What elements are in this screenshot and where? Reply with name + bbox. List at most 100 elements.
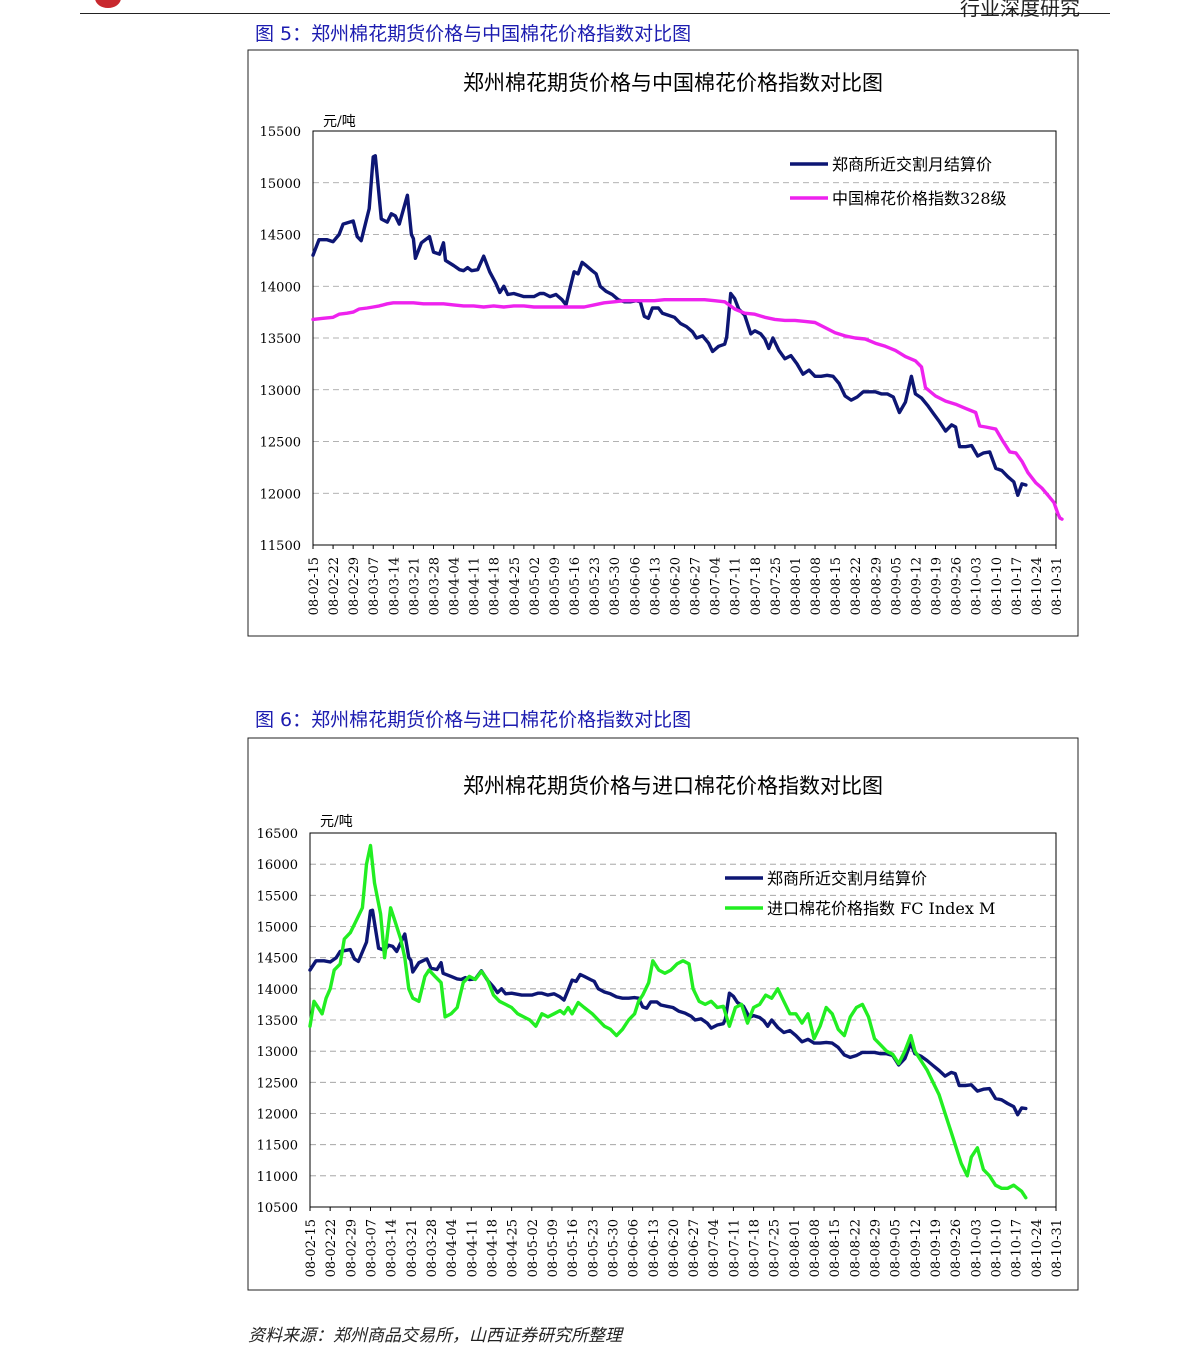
- series-line-1: [308, 908, 1028, 1117]
- y-tick-label: 13000: [257, 1045, 298, 1060]
- x-tick-label: 08-08-08: [808, 1219, 823, 1277]
- x-tick-label: 08-05-09: [548, 557, 563, 615]
- x-tick-label: 08-03-14: [387, 557, 402, 615]
- x-tick-label: 08-09-05: [889, 557, 904, 615]
- header-rule: [80, 13, 1110, 14]
- x-tick-label: 08-03-28: [425, 1219, 440, 1277]
- y-tick-label: 14000: [257, 983, 298, 998]
- x-tick-label: 08-06-06: [627, 1219, 642, 1277]
- x-tick-label: 08-10-03: [970, 557, 985, 615]
- y-tick-label: 15000: [260, 177, 301, 192]
- plot-area: [312, 130, 1057, 546]
- y-tick-label: 11500: [260, 539, 301, 554]
- y-tick-label: 16000: [257, 858, 298, 873]
- x-tick-label: 08-03-14: [385, 1219, 400, 1277]
- chart-frame: [247, 737, 1079, 1291]
- y-tick-label: 15500: [260, 125, 301, 140]
- x-tick-label: 08-07-11: [727, 1219, 742, 1277]
- x-tick-label: 08-08-22: [849, 557, 864, 615]
- x-tick-label: 08-02-22: [327, 557, 342, 615]
- x-tick-label: 08-04-04: [445, 1219, 460, 1277]
- chart-5: 郑州棉花期货价格与中国棉花价格指数对比图 11500 12000 12500 13000…: [247, 49, 1079, 637]
- y-tick-label: 11000: [257, 1170, 298, 1185]
- x-tick-label: 08-09-05: [889, 1219, 904, 1277]
- x-tick-label: 08-10-03: [969, 1219, 984, 1277]
- x-tick-label: 08-06-27: [689, 557, 704, 615]
- x-tick-label: 08-07-11: [729, 557, 744, 615]
- x-tick-label: 08-08-15: [828, 1219, 843, 1277]
- x-tick-label: 08-08-08: [809, 557, 824, 615]
- x-tick-label: 08-02-15: [304, 1219, 319, 1277]
- y-tick-label: 15500: [257, 889, 298, 904]
- x-tick-label: 08-10-31: [1050, 1219, 1065, 1277]
- x-tick-label: 08-07-25: [768, 1219, 783, 1277]
- x-tick-label: 08-07-04: [709, 557, 724, 615]
- header-section-title: 行业深度研究: [960, 0, 1080, 20]
- y-axis-unit-label: 元/吨: [320, 814, 353, 830]
- x-tick-label: 08-10-17: [1010, 557, 1025, 615]
- y-tick-label: 14500: [260, 229, 301, 244]
- y-tick-label: 14000: [260, 280, 301, 295]
- y-tick-label: 15000: [257, 921, 298, 936]
- x-tick-label: 08-04-11: [465, 1219, 480, 1277]
- x-tick-label: 08-07-18: [748, 1219, 763, 1277]
- x-tick-label: 08-03-21: [407, 557, 422, 615]
- x-tick-label: 08-04-25: [508, 557, 523, 615]
- x-tick-label: 08-09-12: [909, 1219, 924, 1277]
- figure-5-caption: 图 5：郑州棉花期货价格与中国棉花价格指数对比图: [255, 23, 692, 45]
- x-tick-label: 08-10-10: [990, 1219, 1005, 1277]
- x-tick-label: 08-07-18: [749, 557, 764, 615]
- x-tick-label: 08-04-25: [506, 1219, 521, 1277]
- y-tick-label: 14500: [257, 952, 298, 967]
- x-tick-label: 08-04-18: [485, 1219, 500, 1277]
- y-tick-label: 13500: [257, 1014, 298, 1029]
- x-tick-label: 08-10-24: [1030, 1219, 1045, 1277]
- x-tick-label: 08-06-27: [687, 1219, 702, 1277]
- x-tick-label: 08-08-29: [869, 557, 884, 615]
- x-tick-label: 08-04-04: [448, 557, 463, 615]
- x-tick-label: 08-03-07: [364, 1219, 379, 1277]
- chart-title: 郑州棉花期货价格与中国棉花价格指数对比图: [463, 71, 883, 95]
- y-tick-label: 16500: [257, 827, 298, 842]
- y-axis-unit-label: 元/吨: [323, 114, 356, 130]
- legend-label: 进口棉花价格指数 FC Index M: [767, 899, 995, 918]
- series-line-1: [311, 154, 1028, 497]
- x-tick-label: 08-09-26: [950, 557, 965, 615]
- x-tick-label: 08-10-10: [990, 557, 1005, 615]
- x-tick-label: 08-06-20: [667, 1219, 682, 1277]
- x-tick-label: 08-05-09: [546, 1219, 561, 1277]
- x-tick-label: 08-08-15: [829, 557, 844, 615]
- y-tick-label: 12500: [260, 436, 301, 451]
- x-tick-label: 08-05-02: [526, 1219, 541, 1277]
- y-tick-label: 11500: [257, 1139, 298, 1154]
- x-tick-label: 08-06-20: [668, 557, 683, 615]
- legend-label: 郑商所近交割月结算价: [832, 155, 992, 174]
- series-line-2: [308, 843, 1028, 1200]
- x-tick-label: 08-02-29: [344, 1219, 359, 1277]
- x-tick-label: 08-05-30: [608, 557, 623, 615]
- y-tick-label: 12500: [257, 1076, 298, 1091]
- x-tick-label: 08-10-17: [1010, 1219, 1025, 1277]
- x-tick-label: 08-09-19: [929, 1219, 944, 1277]
- x-tick-label: 08-10-24: [1030, 557, 1045, 615]
- x-tick-label: 08-09-12: [909, 557, 924, 615]
- x-tick-label: 08-08-01: [788, 1219, 803, 1277]
- x-tick-label: 08-05-02: [528, 557, 543, 615]
- x-tick-label: 08-08-01: [789, 557, 804, 615]
- x-tick-label: 08-07-25: [769, 557, 784, 615]
- x-tick-label: 08-02-22: [324, 1219, 339, 1277]
- chart-title: 郑州棉花期货价格与进口棉花价格指数对比图: [463, 774, 883, 798]
- y-tick-label: 10500: [257, 1201, 298, 1216]
- legend-label: 中国棉花价格指数328级: [832, 189, 1007, 208]
- x-tick-label: 08-09-26: [949, 1219, 964, 1277]
- x-tick-label: 08-05-23: [586, 1219, 601, 1277]
- x-tick-label: 08-10-31: [1050, 557, 1065, 615]
- logo-mark: [95, 0, 121, 8]
- x-tick-label: 08-04-11: [468, 557, 483, 615]
- y-tick-label: 12000: [257, 1108, 298, 1123]
- x-tick-label: 08-06-13: [647, 1219, 662, 1277]
- x-tick-label: 08-06-06: [628, 557, 643, 615]
- x-tick-label: 08-05-16: [568, 557, 583, 615]
- x-tick-label: 08-05-30: [606, 1219, 621, 1277]
